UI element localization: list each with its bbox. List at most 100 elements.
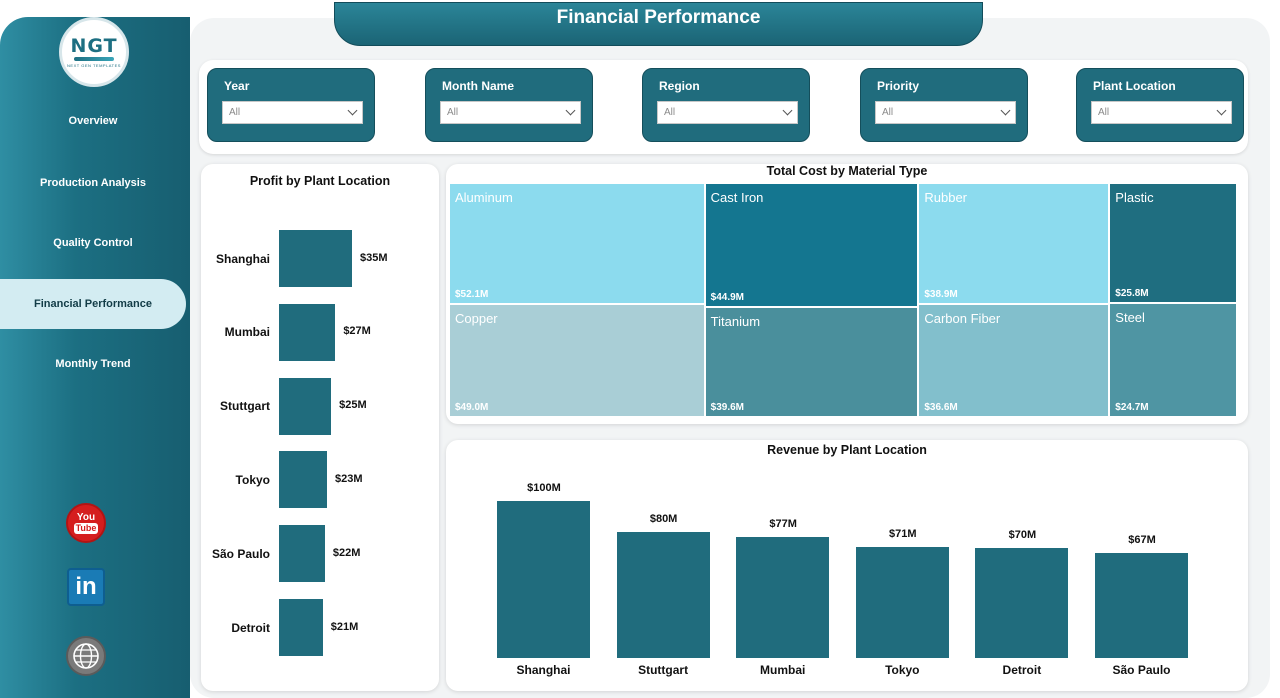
slicer-value: All xyxy=(882,107,894,118)
bar-value-sao-paulo: $22M xyxy=(332,546,361,559)
tile-name-steel: Steel xyxy=(1115,309,1145,325)
tile-value-aluminum: $52.1M xyxy=(455,288,489,300)
slicer-value: All xyxy=(229,107,241,118)
tile-copper: Copper $49.0M xyxy=(450,304,704,416)
logo-text: NGT xyxy=(70,35,118,57)
bar-value-shanghai: $35M xyxy=(360,251,388,264)
bar-category-tokyo: Tokyo xyxy=(885,663,920,677)
region-dropdown[interactable]: All xyxy=(657,101,798,124)
bar-label-sao-paulo: São Paulo xyxy=(211,546,270,561)
tile-cast-iron: Cast Iron $44.9M xyxy=(705,184,918,307)
slicer-value: All xyxy=(447,107,459,118)
nav-production-analysis[interactable]: Production Analysis xyxy=(0,158,186,208)
tile-plastic: Plastic $25.8M xyxy=(1110,184,1236,302)
tile-value-copper: $49.0M xyxy=(455,401,489,413)
tile-name-plastic: Plastic xyxy=(1115,190,1154,205)
bar-category-mumbai: Mumbai xyxy=(760,663,806,677)
chevron-down-icon xyxy=(565,105,576,116)
chevron-down-icon xyxy=(1216,105,1227,116)
bar-value-tokyo: $71M xyxy=(889,527,917,540)
tile-name-aluminum: Aluminum xyxy=(455,190,513,205)
bar-category-stuttgart: Stuttgart xyxy=(638,663,689,677)
bar-category-sao-paulo: São Paulo xyxy=(1112,663,1171,677)
youtube-tube-text: Tube xyxy=(73,522,99,534)
chevron-down-icon xyxy=(782,105,793,116)
tile-titanium: Titanium $39.6M xyxy=(705,308,918,416)
month-name-dropdown[interactable]: All xyxy=(440,101,581,124)
page-title: Financial Performance xyxy=(556,7,761,28)
nav-label: Financial Performance xyxy=(34,298,152,310)
plant-location-dropdown[interactable]: All xyxy=(1091,101,1232,124)
bar-mumbai xyxy=(279,303,336,361)
youtube-link[interactable]: You Tube xyxy=(66,503,106,543)
tile-value-plastic: $25.8M xyxy=(1115,287,1149,299)
tile-value-steel: $24.7M xyxy=(1115,401,1149,413)
bar-value-tokyo: $23M xyxy=(334,472,363,485)
website-link[interactable] xyxy=(66,636,106,676)
nav-overview[interactable]: Overview xyxy=(0,96,186,146)
bar-mumbai xyxy=(736,537,830,658)
chevron-down-icon xyxy=(347,105,358,116)
bar-label-stuttgart: Stuttgart xyxy=(220,399,270,414)
bar-shanghai xyxy=(497,501,590,658)
slicer-label: Year xyxy=(224,79,250,93)
priority-dropdown[interactable]: All xyxy=(875,101,1016,124)
tile-value-carbon-fiber: $36.6M xyxy=(924,401,958,413)
year-dropdown[interactable]: All xyxy=(222,101,363,124)
bar-value-mumbai: $27M xyxy=(343,325,371,338)
bar-value-stuttgart: $25M xyxy=(339,399,367,412)
chevron-down-icon xyxy=(1000,105,1011,116)
bar-detroit xyxy=(975,548,1069,658)
chart-title: Profit by Plant Location xyxy=(249,174,391,188)
tile-name-rubber: Rubber xyxy=(924,190,967,205)
tile-steel: Steel $24.7M xyxy=(1110,303,1236,416)
bar-value-sao-paulo: $67M xyxy=(1128,533,1156,546)
sidebar: NGT NEXT GEN TEMPLATES Overview Producti… xyxy=(0,17,190,698)
bar-value-mumbai: $77M xyxy=(769,518,797,531)
profit-by-plant-location-chart: Profit by Plant Location Shanghai $35M Mum… xyxy=(201,164,439,691)
youtube-you-text: You xyxy=(76,511,96,523)
year-slicer: Year All xyxy=(207,68,375,142)
bar-label-mumbai: Mumbai xyxy=(224,325,270,340)
tile-aluminum: Aluminum $52.1M xyxy=(450,184,704,303)
nav-label: Production Analysis xyxy=(40,177,146,189)
plant-location-slicer: Plant Location All xyxy=(1076,68,1244,142)
linkedin-text: in xyxy=(75,573,97,600)
nav-quality-control[interactable]: Quality Control xyxy=(0,218,186,268)
tile-value-titanium: $39.6M xyxy=(710,401,745,413)
tile-name-carbon-fiber: Carbon Fiber xyxy=(924,310,1001,326)
bar-tokyo xyxy=(279,451,327,509)
tile-rubber: Rubber $38.9M xyxy=(919,184,1109,303)
bar-value-detroit: $70M xyxy=(1008,529,1037,542)
tile-value-cast-iron: $44.9M xyxy=(710,292,745,304)
slicer-label: Plant Location xyxy=(1093,79,1176,93)
bar-tokyo xyxy=(855,546,949,658)
bar-sao-paulo xyxy=(1095,552,1188,658)
nav-label: Monthly Trend xyxy=(55,358,131,370)
nav-monthly-trend[interactable]: Monthly Trend xyxy=(0,339,186,389)
bar-label-tokyo: Tokyo xyxy=(235,472,270,487)
logo-swoosh-icon xyxy=(74,57,114,61)
slicer-value: All xyxy=(664,107,676,118)
ngt-logo: NGT NEXT GEN TEMPLATES xyxy=(59,17,129,87)
bar-stuttgart xyxy=(616,532,710,658)
revenue-by-plant-location-chart: Revenue by Plant Location $100M Shanghai $… xyxy=(446,440,1248,691)
slicer-label: Month Name xyxy=(442,79,514,93)
bar-detroit xyxy=(279,599,323,656)
tile-name-cast-iron: Cast Iron xyxy=(710,190,764,205)
tile-carbon-fiber: Carbon Fiber $36.6M xyxy=(919,304,1109,416)
bar-value-stuttgart: $80M xyxy=(649,513,678,526)
tile-value-rubber: $38.9M xyxy=(924,288,958,300)
website-globe-icon xyxy=(66,636,106,676)
page-title-bar: Financial Performance xyxy=(334,2,983,46)
tile-name-copper: Copper xyxy=(455,310,498,326)
chart-title: Revenue by Plant Location xyxy=(767,443,927,457)
chart-title: Total Cost by Material Type xyxy=(766,164,928,178)
logo-subtext: NEXT GEN TEMPLATES xyxy=(67,63,121,68)
linkedin-link[interactable]: in xyxy=(66,567,106,607)
nav-financial-performance[interactable]: Financial Performance xyxy=(0,279,186,329)
region-slicer: Region All xyxy=(642,68,810,142)
slicer-label: Priority xyxy=(877,79,920,93)
youtube-icon: You Tube xyxy=(66,503,106,543)
bar-shanghai xyxy=(279,230,352,287)
